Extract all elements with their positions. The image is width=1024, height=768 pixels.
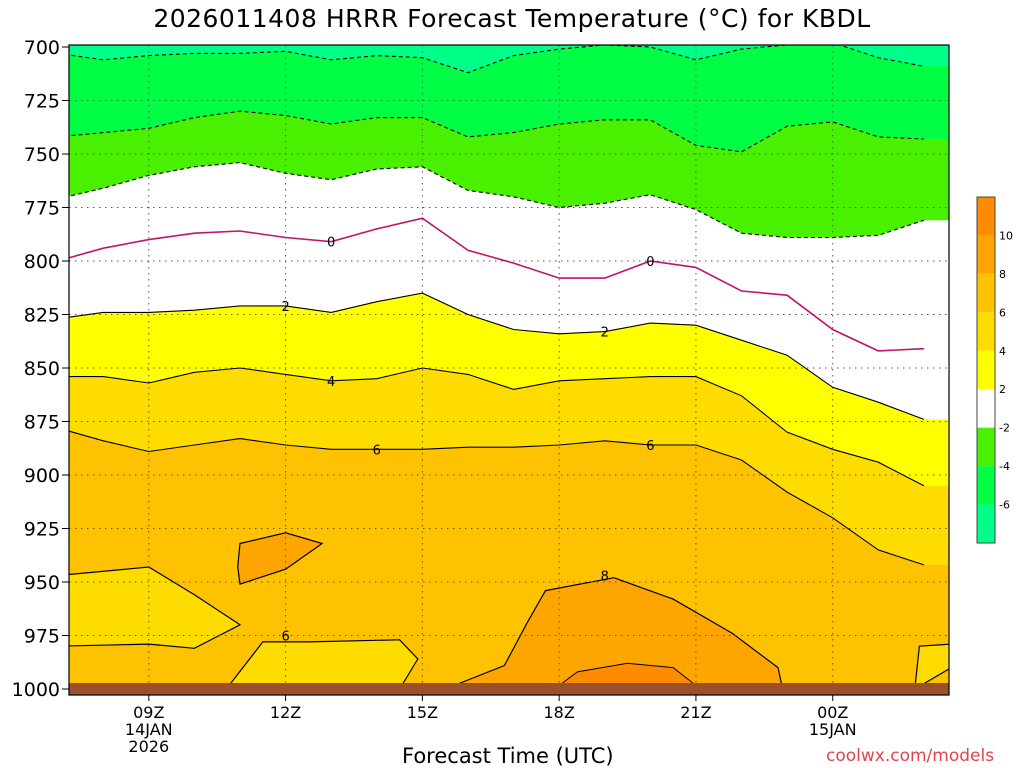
cold-pocket-left	[69, 566, 242, 649]
y-tick-label-925: 925	[24, 519, 60, 541]
x-tick-label-00Z: 00Z	[817, 703, 848, 722]
colorbar-label--4: -4	[999, 460, 1010, 473]
contour-label-4: 4	[327, 375, 335, 390]
ground-strip	[69, 683, 949, 695]
colorbar-swatch	[977, 273, 995, 313]
warm-cell-8c-surface	[444, 577, 784, 690]
plot-frame	[68, 44, 950, 696]
contour-label-6: 6	[373, 443, 381, 458]
contour-label-2: 2	[281, 300, 289, 315]
y-tick-label-825: 825	[24, 305, 60, 327]
colorbar-label--2: -2	[999, 422, 1010, 435]
colorbar-frame	[976, 196, 996, 544]
x-tick-sublabel: 15JAN	[809, 720, 857, 739]
colorbar-label--6: -6	[999, 499, 1010, 512]
colorbar-swatch	[977, 427, 995, 467]
isotherm-4	[69, 367, 925, 487]
x-axis-title: Forecast Time (UTC)	[402, 744, 614, 768]
isotherm-minus2	[69, 162, 925, 239]
y-tick-label-725: 725	[24, 91, 60, 113]
source-credit[interactable]: coolwx.com/models	[826, 746, 995, 766]
y-tick-label-775: 775	[24, 198, 60, 220]
y-tick-label-700: 700	[24, 37, 60, 59]
colorbar-label-10: 10	[999, 229, 1013, 242]
colorbar-swatch	[977, 350, 995, 390]
contour-label-6: 6	[281, 630, 289, 645]
colorbar-label-8: 8	[999, 268, 1006, 281]
colorbar-swatch	[977, 235, 995, 274]
contour-label-2: 2	[601, 326, 609, 341]
colorbar-swatch	[977, 389, 995, 428]
isotherm-6	[69, 430, 925, 566]
colorbar-label-4: 4	[999, 345, 1006, 358]
x-tick-label-15Z: 15Z	[407, 703, 438, 722]
contour-label-6: 6	[646, 439, 654, 454]
y-tick-label-800: 800	[24, 251, 60, 273]
colorbar-swatch	[977, 466, 995, 505]
isotherm-minus4	[69, 110, 924, 153]
contour-label-0: 0	[327, 236, 335, 251]
y-tick-label-875: 875	[24, 412, 60, 434]
x-tick-sublabel: 14JAN	[125, 720, 173, 739]
contour-label-8: 8	[601, 570, 609, 585]
contour-label-0: 0	[646, 255, 654, 270]
x-tick-sublabel: 2026	[128, 737, 169, 756]
isotherm-2	[69, 292, 925, 420]
colorbar-swatch	[977, 197, 995, 236]
x-tick-label-09Z: 09Z	[133, 703, 164, 722]
y-tick-label-750: 750	[24, 144, 60, 166]
y-tick-label-900: 900	[24, 465, 60, 487]
colorbar-swatch	[977, 312, 995, 351]
y-tick-label-850: 850	[24, 358, 60, 380]
colorbar-swatch	[977, 504, 995, 543]
x-tick-label-18Z: 18Z	[543, 703, 574, 722]
band-6-to-8	[69, 431, 949, 695]
chart-title: 2026011408 HRRR Forecast Temperature (°C…	[153, 4, 871, 33]
warm-cell-8c-upper	[237, 532, 324, 585]
colorbar-label-6: 6	[999, 306, 1006, 319]
x-tick-label-21Z: 21Z	[680, 703, 711, 722]
colorbar-label-2: 2	[999, 383, 1006, 396]
cold-pocket-right	[914, 643, 949, 691]
y-tick-label-950: 950	[24, 572, 60, 594]
isotherm-0	[69, 217, 924, 352]
x-tick-label-12Z: 12Z	[270, 703, 301, 722]
y-tick-label-975: 975	[24, 626, 60, 648]
y-tick-label-1000: 1000	[12, 679, 60, 701]
